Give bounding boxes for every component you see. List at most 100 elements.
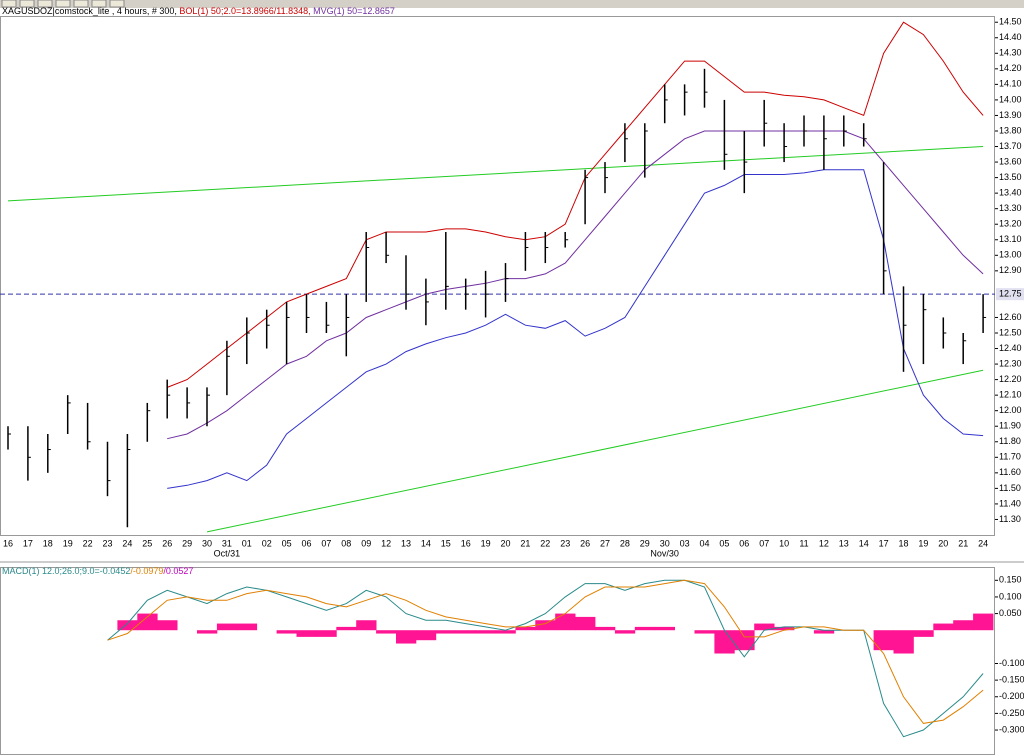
y-tick-label: -0.250 [999,708,1024,718]
x-tick-label: 18 [43,538,53,548]
x-tick-label: 14 [421,538,431,548]
y-tick-label: 13.60 [999,156,1022,166]
plot-area [0,21,995,533]
histogram-bar [356,620,377,631]
macd-panel-frame [0,567,995,755]
toolbar-button[interactable] [55,0,71,8]
y-tick-label: -0.300 [999,724,1024,734]
trendline [206,369,984,533]
y-tick-label: 13.10 [999,234,1022,244]
histogram-bar [216,623,238,631]
x-tick-label: 17 [23,538,33,548]
plot-area [107,579,994,738]
histogram-bar [296,630,317,637]
toolbar-button[interactable] [109,0,125,8]
x-tick-label: 22 [540,538,550,548]
toolbar-button[interactable] [19,0,35,8]
y-tick-label: 13.50 [999,172,1022,182]
y-tick-label: 11.30 [999,514,1021,524]
toolbar-button[interactable] [73,0,89,8]
x-tick-label: 06 [739,538,749,548]
x-tick-label: 12 [819,538,829,548]
y-tick-label: 12.30 [999,358,1022,368]
histogram-bar [714,630,735,654]
x-tick-label: 24 [122,538,132,548]
x-month-label: Nov/30 [650,548,679,558]
y-tick-label: 14.10 [999,79,1022,89]
y-tick-label: 11.80 [999,436,1021,446]
y-tick-label: 12.10 [999,390,1022,400]
y-tick-label: 12.50 [999,327,1022,337]
histogram-bar [555,613,576,631]
title-part: XAGUSDOZ|comstock_lite , 4 hours, # 300, [2,6,179,16]
y-tick-label: 12.60 [999,312,1022,322]
toolbar-button[interactable] [1,0,17,8]
macd-line [107,579,984,724]
histogram-bar [973,613,994,631]
x-tick-label: 02 [262,538,272,548]
toolbar-button[interactable] [37,0,53,8]
histogram-bar [495,630,516,634]
y-tick-label: 0.150 [999,575,1022,585]
histogram-bar [236,623,258,631]
y-tick-label: 0.050 [999,608,1022,618]
x-tick-label: 20 [938,538,948,548]
y-tick-label: 11.50 [999,483,1021,493]
panel-title: XAGUSDOZ|comstock_lite , 4 hours, # 300,… [2,6,395,16]
histogram-bar [336,626,357,631]
x-tick-label: 19 [918,538,928,548]
title-part: BOL(1) 50;2.0=13.8966/11.8348, [179,6,313,16]
x-tick-label: 16 [3,538,13,548]
toolbar-button[interactable] [91,0,107,8]
y-tick-label: -0.200 [999,691,1024,701]
x-tick-label: 26 [580,538,590,548]
panel-title: MACD(1) 12.0;26.0;9.0=-0.0452/-0.0979/0.… [2,566,193,576]
histogram-bar [276,630,297,634]
x-tick-label: 03 [680,538,690,548]
x-tick-label: 23 [560,538,570,548]
trendline [7,146,984,202]
histogram-bar [415,630,437,641]
histogram-bar [634,626,656,631]
histogram-bar [475,630,496,634]
y-tick-label: 14.50 [999,17,1022,27]
title-part: /-0.0979 [130,566,163,576]
histogram-bar [893,630,914,654]
histogram-bar [614,630,636,634]
histogram-bar [535,620,556,631]
histogram-bar [595,626,616,631]
x-tick-label: 20 [500,538,510,548]
x-tick-label: 13 [401,538,411,548]
histogram-bar [117,620,138,631]
histogram-bar [654,626,675,631]
histogram-bar [157,620,178,631]
x-tick-label: 19 [481,538,491,548]
indicator-line [167,130,984,440]
histogram-bar [734,630,755,651]
histogram-bar [575,616,596,631]
y-tick-label: 12.90 [999,265,1022,275]
x-tick-label: 08 [341,538,351,548]
histogram-bar [435,630,457,634]
y-tick-label: 12.20 [999,374,1022,384]
histogram-bar [873,630,894,651]
histogram-bar [137,613,158,631]
x-tick-label: 24 [978,538,988,548]
y-tick-label: -0.100 [999,658,1024,668]
x-tick-label: 17 [879,538,889,548]
y-tick-label: 13.80 [999,125,1022,135]
x-tick-label: 09 [361,538,371,548]
x-tick-label: 15 [441,538,451,548]
x-month-label: Oct/31 [214,548,241,558]
x-tick-label: 23 [102,538,112,548]
indicator-line [167,21,984,388]
title-part: /0.0527 [163,566,193,576]
x-tick-label: 13 [839,538,849,548]
histogram-bar [376,630,397,634]
x-tick-label: 21 [958,538,968,548]
x-tick-label: 27 [600,538,610,548]
price-panel-frame [0,16,995,536]
x-tick-label: 30 [202,538,212,548]
